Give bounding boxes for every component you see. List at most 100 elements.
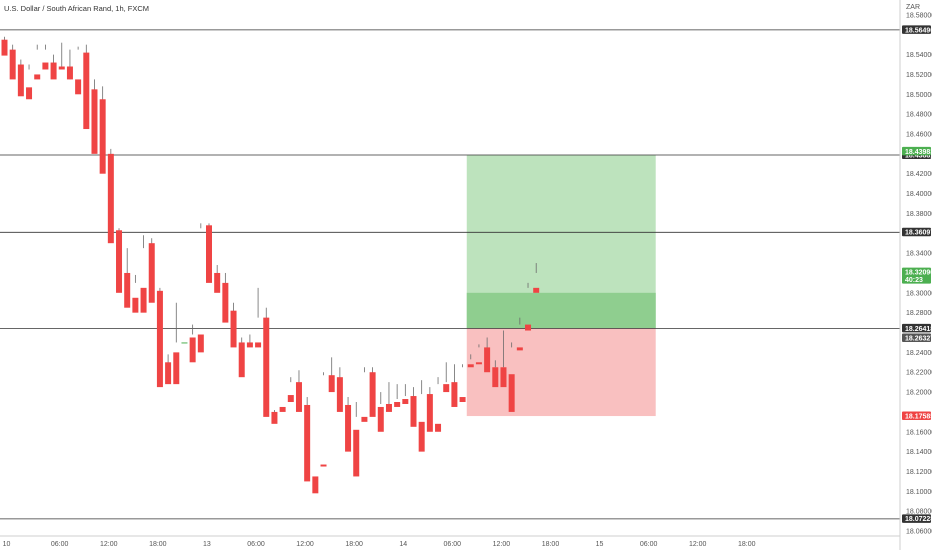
- price-tag: 18.56490: [902, 25, 932, 34]
- y-tick-label: 18.48000: [906, 112, 932, 119]
- y-tick-label: 18.30000: [906, 290, 932, 297]
- price-tag: 18.26418: [902, 323, 932, 333]
- candle-body: [173, 352, 180, 385]
- candle: [353, 402, 360, 477]
- candle-body: [181, 342, 188, 344]
- candle-body: [385, 403, 392, 412]
- candle: [459, 364, 466, 402]
- price-tag: 18.17585: [902, 411, 932, 420]
- candle-body: [361, 416, 368, 422]
- candle: [451, 364, 458, 407]
- candle-body: [132, 297, 139, 313]
- price-tag-countdown: 40:23: [905, 277, 923, 284]
- y-tick-label: 18.58000: [906, 12, 932, 19]
- position-tool[interactable]: [466, 155, 656, 417]
- candle-body: [197, 334, 204, 353]
- candle: [222, 272, 229, 323]
- candle: [533, 263, 540, 293]
- candle-body: [402, 399, 409, 404]
- candle-body: [304, 404, 311, 482]
- y-tick-label: 18.38000: [906, 211, 932, 218]
- x-tick-label: 10: [3, 541, 11, 548]
- candle-body: [50, 62, 57, 80]
- currency-label: ZAR: [906, 4, 920, 11]
- candle: [116, 228, 123, 293]
- x-tick-label: 12:00: [296, 541, 314, 548]
- candle-body: [83, 52, 90, 130]
- candle: [418, 380, 425, 452]
- candle: [173, 302, 180, 385]
- candle: [197, 223, 204, 353]
- candle-body: [214, 272, 221, 293]
- price-axis[interactable]: 18.58000 18.54000 18.52000 18.50000 18.48000…: [906, 12, 932, 535]
- candle: [156, 287, 163, 388]
- candle-body: [533, 287, 540, 293]
- candle-body: [459, 397, 466, 402]
- candle: [304, 397, 311, 482]
- candle-body: [148, 243, 155, 303]
- candle-body: [42, 62, 49, 70]
- candle-body: [410, 396, 417, 427]
- candle: [181, 342, 188, 344]
- y-tick-label: 18.24000: [906, 350, 932, 357]
- x-tick-label: 13: [203, 541, 211, 548]
- x-tick-label: 12:00: [689, 541, 707, 548]
- candle: [312, 476, 319, 494]
- candle: [369, 367, 376, 417]
- y-tick-label: 18.12000: [906, 469, 932, 476]
- candle-body: [312, 476, 319, 494]
- candle-body: [492, 367, 499, 388]
- candle: [165, 354, 172, 385]
- time-axis[interactable]: 10 06:00 12:00 18:00 13 06:00 12:00 18:00 14 06:0…: [3, 541, 756, 548]
- x-tick-label: 14: [399, 541, 407, 548]
- y-tick-label: 18.34000: [906, 251, 932, 258]
- candle-body: [34, 74, 41, 80]
- horizontal-lines[interactable]: [0, 29, 900, 520]
- candle-body: [1, 39, 8, 56]
- y-tick-label: 18.10000: [906, 489, 932, 496]
- candle-body: [435, 423, 442, 432]
- candle: [263, 307, 270, 417]
- x-tick-label: 06:00: [444, 541, 462, 548]
- candle: [66, 49, 73, 80]
- candle: [435, 377, 442, 432]
- y-tick-label: 18.20000: [906, 390, 932, 397]
- price-tag-background: [902, 146, 931, 156]
- price-tag-label: 18.26327: [905, 335, 932, 342]
- price-tag-label: 18.26418: [905, 326, 932, 333]
- candle-body: [156, 290, 163, 388]
- x-tick-label: 15: [596, 541, 604, 548]
- price-tag-label: 18.36097: [905, 230, 932, 237]
- candle-body: [369, 372, 376, 417]
- x-tick-label: 18:00: [542, 541, 560, 548]
- candle: [492, 360, 499, 388]
- candle-body: [271, 411, 278, 424]
- candle: [75, 46, 82, 95]
- candle-body: [124, 272, 131, 308]
- candle: [83, 44, 90, 130]
- y-tick-label: 18.14000: [906, 449, 932, 456]
- candle-body: [508, 374, 515, 412]
- candle-body: [328, 375, 335, 393]
- chart-title: U.S. Dollar / South African Rand, 1h, FX…: [4, 4, 149, 13]
- price-tag-label: 18.07228: [905, 516, 932, 523]
- candle: [214, 265, 221, 293]
- candle: [255, 287, 262, 348]
- candle: [500, 330, 507, 388]
- y-tick-label: 18.22000: [906, 370, 932, 377]
- price-tags: 18.4388118.4398318.3609718.3209640:2318.…: [902, 25, 932, 523]
- candle-body: [443, 384, 450, 393]
- y-tick-label: 18.16000: [906, 429, 932, 436]
- price-tag-background: [902, 227, 931, 237]
- candle: [385, 382, 392, 412]
- x-tick-label: 18:00: [738, 541, 756, 548]
- candle: [206, 223, 212, 283]
- candle-body: [525, 324, 532, 331]
- y-tick-label: 18.28000: [906, 310, 932, 317]
- candle: [230, 302, 237, 348]
- x-tick-label: 06:00: [640, 541, 658, 548]
- candle-body: [230, 310, 237, 348]
- candle-body: [467, 364, 474, 368]
- candle: [279, 406, 286, 412]
